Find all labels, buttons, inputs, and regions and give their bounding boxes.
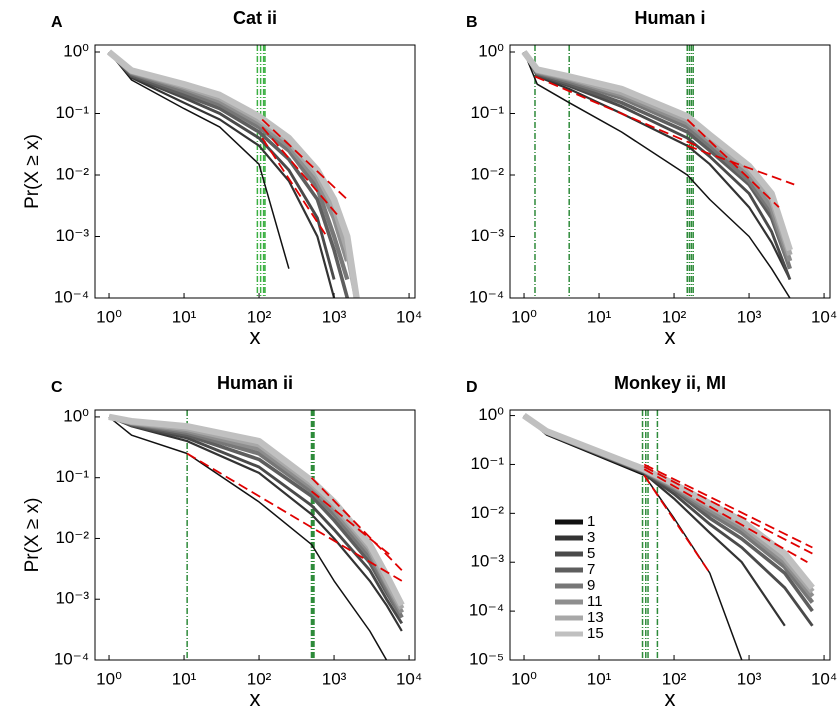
legend-label: 13 bbox=[587, 609, 604, 626]
ccdf-line bbox=[108, 415, 403, 632]
y-tick-label: 10⁻² bbox=[55, 528, 89, 547]
plot-area bbox=[106, 45, 360, 298]
x-axis-label: x bbox=[250, 686, 261, 710]
x-tick-label: 10³ bbox=[737, 669, 762, 688]
y-tick-label: 10⁻⁴ bbox=[469, 287, 504, 306]
fit-line bbox=[261, 137, 328, 237]
panel-title: Monkey ii, MI bbox=[614, 373, 726, 393]
x-axis-label: x bbox=[665, 686, 676, 710]
x-tick-label: 10³ bbox=[322, 669, 347, 688]
panel-title: Cat ii bbox=[233, 8, 277, 28]
x-tick-label: 10¹ bbox=[587, 307, 612, 326]
legend-label: 7 bbox=[587, 561, 595, 578]
ccdf-line bbox=[108, 51, 336, 298]
y-tick-label: 10⁻² bbox=[470, 164, 504, 183]
fit-line bbox=[643, 465, 813, 555]
ccdf-line bbox=[523, 51, 791, 298]
fit-line bbox=[643, 463, 813, 549]
y-tick-label: 10⁻⁴ bbox=[54, 287, 89, 306]
x-tick-label: 10² bbox=[662, 307, 687, 326]
fit-line bbox=[310, 477, 403, 571]
y-tick-label: 10⁻⁴ bbox=[469, 601, 504, 620]
x-tick-label: 10¹ bbox=[587, 669, 612, 688]
axes-frame bbox=[509, 409, 831, 661]
y-tick-label: 10⁻⁵ bbox=[469, 649, 504, 668]
axes-frame bbox=[94, 409, 416, 661]
fit-line bbox=[261, 126, 341, 219]
legend-label: 1 bbox=[587, 513, 595, 530]
fit-line bbox=[643, 468, 808, 563]
fit-line bbox=[310, 490, 393, 558]
fit-line bbox=[261, 118, 348, 201]
panel-title: Human ii bbox=[217, 373, 293, 393]
panel-letter: A bbox=[51, 14, 63, 31]
panel-letter: D bbox=[466, 379, 478, 396]
x-tick-label: 10¹ bbox=[172, 669, 197, 688]
x-tick-label: 10⁴ bbox=[811, 669, 837, 688]
x-tick-label: 10⁰ bbox=[511, 307, 537, 326]
legend-label: 15 bbox=[587, 625, 604, 642]
axes-frame bbox=[94, 44, 416, 299]
y-axis-label: Pr(X ≥ x) bbox=[22, 498, 43, 573]
y-tick-label: 10⁻³ bbox=[470, 552, 504, 571]
y-tick-label: 10⁻¹ bbox=[55, 103, 89, 122]
fit-line bbox=[686, 144, 795, 186]
x-tick-label: 10⁴ bbox=[396, 307, 422, 326]
y-tick-label: 10⁻³ bbox=[55, 589, 89, 608]
ccdf-line bbox=[521, 50, 793, 252]
legend-label: 3 bbox=[587, 529, 595, 546]
legend-label: 5 bbox=[587, 545, 595, 562]
ccdf-line bbox=[522, 412, 815, 590]
y-tick-label: 10⁰ bbox=[478, 41, 504, 60]
y-tick-label: 10⁻¹ bbox=[55, 467, 89, 486]
ccdf-line bbox=[108, 414, 405, 610]
x-tick-label: 10² bbox=[662, 669, 687, 688]
x-tick-label: 10⁰ bbox=[511, 669, 537, 688]
x-tick-label: 10² bbox=[247, 307, 272, 326]
plot-area bbox=[522, 410, 815, 660]
x-tick-label: 10³ bbox=[322, 307, 347, 326]
fit-line bbox=[643, 474, 711, 574]
ccdf-line bbox=[108, 51, 290, 269]
x-tick-label: 10⁰ bbox=[96, 669, 122, 688]
ccdf-line bbox=[106, 49, 360, 298]
y-tick-label: 10⁻³ bbox=[470, 226, 504, 245]
plot-area bbox=[108, 410, 405, 660]
y-tick-label: 10⁻³ bbox=[55, 226, 89, 245]
y-tick-label: 10⁻¹ bbox=[470, 454, 504, 473]
plot-area bbox=[521, 45, 795, 298]
legend-label: 11 bbox=[587, 593, 603, 610]
y-tick-label: 10⁻² bbox=[55, 164, 89, 183]
ccdf-line bbox=[108, 413, 405, 607]
fit-line bbox=[186, 452, 403, 582]
y-tick-label: 10⁻¹ bbox=[470, 103, 504, 122]
legend-label: 9 bbox=[587, 577, 595, 594]
y-tick-label: 10⁰ bbox=[63, 41, 89, 60]
axes-frame bbox=[509, 44, 831, 299]
x-axis-label: x bbox=[250, 324, 261, 349]
x-tick-label: 10⁴ bbox=[396, 669, 422, 688]
y-axis-label: Pr(X ≥ x) bbox=[22, 134, 43, 209]
y-tick-label: 10⁰ bbox=[63, 406, 89, 425]
panel-letter: B bbox=[466, 14, 478, 31]
y-tick-label: 10⁰ bbox=[478, 405, 504, 424]
ccdf-line bbox=[522, 414, 814, 613]
y-tick-label: 10⁻² bbox=[470, 503, 504, 522]
y-tick-label: 10⁻⁴ bbox=[54, 649, 89, 668]
x-tick-label: 10¹ bbox=[172, 307, 197, 326]
x-axis-label: x bbox=[665, 324, 676, 349]
ccdf-line bbox=[108, 416, 388, 660]
x-tick-label: 10² bbox=[247, 669, 272, 688]
x-tick-label: 10⁰ bbox=[96, 307, 122, 326]
ccdf-line bbox=[107, 50, 350, 298]
panel-letter: C bbox=[51, 379, 63, 396]
fit-line bbox=[686, 118, 780, 208]
panel-title: Human i bbox=[634, 8, 705, 28]
x-tick-label: 10⁴ bbox=[811, 307, 837, 326]
x-tick-label: 10³ bbox=[737, 307, 762, 326]
